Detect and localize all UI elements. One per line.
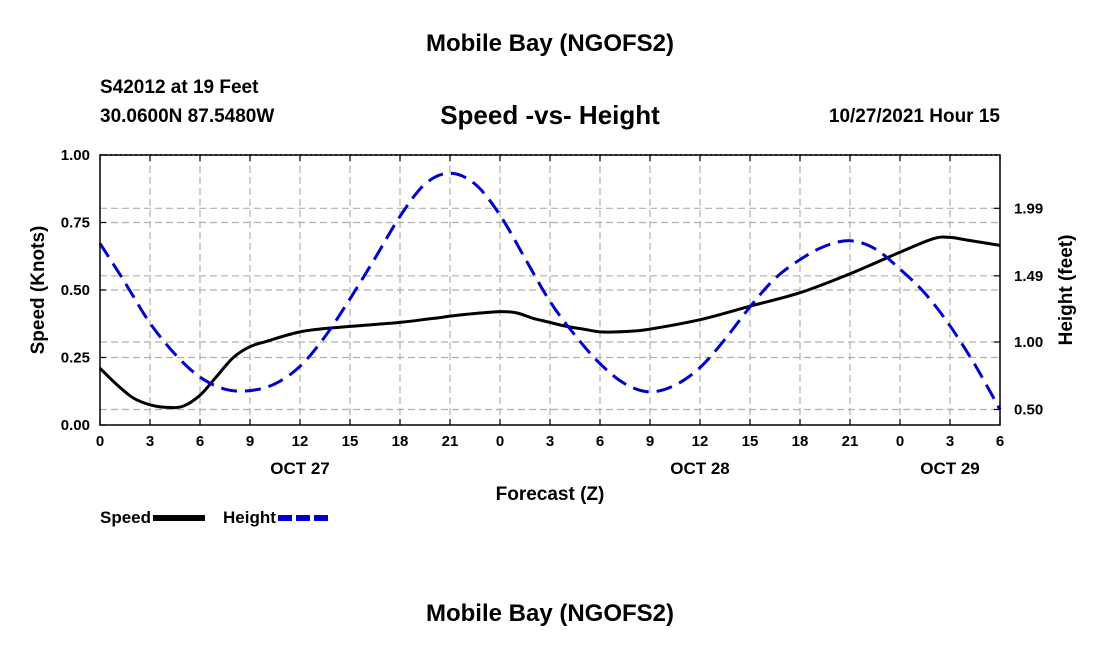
legend-speed-label: Speed — [100, 508, 152, 527]
y-tick-label: 1.00 — [61, 147, 90, 164]
x-tick-label: 3 — [146, 433, 154, 450]
x-tick-label: 3 — [946, 433, 954, 450]
x-tick-label: 21 — [442, 433, 459, 450]
date-label: OCT 27 — [270, 459, 330, 478]
x-tick-label: 18 — [392, 433, 409, 450]
y-tick-label: 0.50 — [61, 282, 90, 299]
y-tick-label: 0.00 — [61, 417, 90, 434]
x-tick-label: 18 — [792, 433, 809, 450]
legend: Speed Height — [100, 508, 348, 528]
station-coords: 30.0600N 87.5480W — [100, 106, 275, 127]
bottom-title: Mobile Bay (NGOFS2) — [425, 600, 675, 627]
axes-layer: 0 3 6 9 12 15 18 21 0 3 6 9 12 15 18 21 0 3 6 0.00 0.25 0.50 0… — [61, 147, 1043, 478]
y-tick-label: 0.25 — [61, 350, 90, 367]
series-line-speed — [98, 235, 1001, 410]
legend-height-swatch — [277, 515, 330, 521]
grid-layer — [100, 154, 1000, 425]
x-tick-label: 9 — [246, 433, 254, 450]
station-name: S42012 at 19 Feet — [100, 77, 259, 98]
x-tick-label: 6 — [196, 433, 204, 450]
series-layer — [98, 171, 1002, 411]
legend-speed-swatch — [153, 515, 206, 521]
main-title: Mobile Bay (NGOFS2) — [425, 30, 675, 57]
y2-tick-label: 0.50 — [1014, 401, 1043, 418]
x-tick-label: 3 — [546, 433, 554, 450]
y-axis-label: Speed (Knots) — [28, 226, 49, 355]
x-axis-label: Forecast (Z) — [496, 484, 605, 505]
x-tick-label: 6 — [996, 433, 1004, 450]
date-label: OCT 28 — [670, 459, 730, 478]
x-tick-label: 12 — [292, 433, 309, 450]
run-time: 10/27/2021 Hour 15 — [828, 106, 1000, 127]
x-tick-label: 15 — [742, 433, 759, 450]
x-tick-label: 9 — [646, 433, 654, 450]
x-tick-label: 0 — [896, 433, 904, 450]
x-tick-label: 6 — [596, 433, 604, 450]
x-tick-label: 15 — [342, 433, 359, 450]
x-tick-label: 21 — [842, 433, 859, 450]
x-tick-label: 12 — [692, 433, 709, 450]
y2-tick-label: 1.49 — [1014, 268, 1043, 285]
date-label: OCT 29 — [920, 459, 980, 478]
x-tick-label: 0 — [96, 433, 104, 450]
y-tick-label: 0.75 — [61, 215, 90, 232]
series-line-height — [98, 171, 1002, 411]
y2-axis-label: Height (feet) — [1056, 235, 1077, 346]
legend-height-label: Height — [223, 508, 276, 527]
y2-tick-label: 1.99 — [1014, 200, 1043, 217]
chart-subtitle: Speed -vs- Height — [440, 100, 660, 130]
x-tick-label: 0 — [496, 433, 504, 450]
y2-tick-label: 1.00 — [1014, 334, 1043, 351]
